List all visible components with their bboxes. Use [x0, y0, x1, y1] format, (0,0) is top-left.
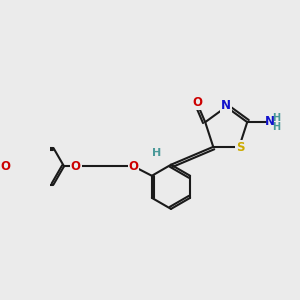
Text: O: O	[192, 96, 202, 109]
Text: N: N	[221, 99, 231, 112]
Text: S: S	[236, 141, 244, 154]
Text: H: H	[272, 122, 280, 132]
Text: H: H	[272, 113, 280, 123]
Text: O: O	[128, 160, 138, 173]
Text: N: N	[265, 115, 275, 128]
Text: H: H	[152, 148, 161, 158]
Text: O: O	[70, 160, 81, 173]
Text: O: O	[0, 160, 10, 173]
